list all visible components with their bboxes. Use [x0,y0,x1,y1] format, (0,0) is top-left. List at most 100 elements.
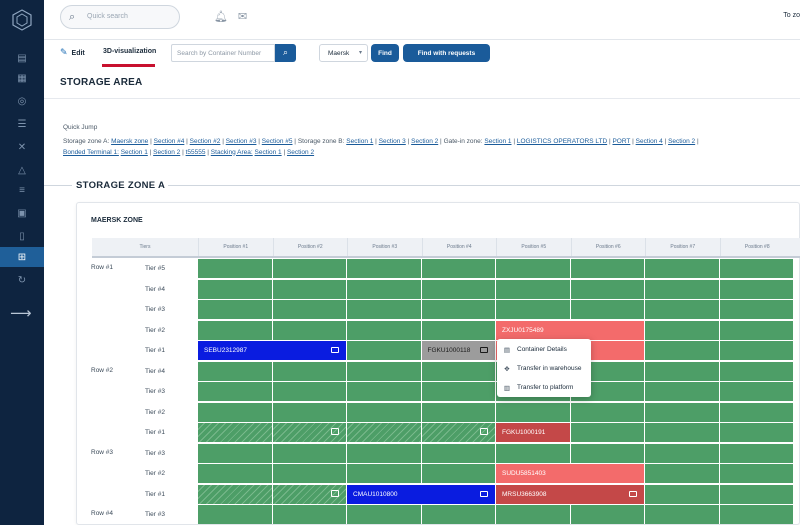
storage-slot[interactable] [719,382,794,401]
quick-jump-link[interactable]: Section #3 [225,138,257,145]
container-search-input[interactable]: Search by Container Number [171,44,275,62]
quick-jump-link[interactable]: PORT [612,138,631,145]
storage-slot[interactable] [272,464,347,483]
tab-edit[interactable]: ✎ Edit [60,48,85,58]
storage-slot[interactable] [719,423,794,442]
storage-slot[interactable] [570,423,645,442]
storage-slot[interactable] [421,279,496,299]
list-icon[interactable]: ☰ [17,118,27,130]
storage-slot[interactable] [645,443,720,463]
warning-icon[interactable]: △ [18,164,26,176]
storage-slot[interactable] [496,443,571,463]
storage-slot[interactable] [272,259,347,278]
grid-view-icon[interactable]: ⊞ [0,247,44,267]
storage-slot[interactable] [719,259,794,278]
storage-slot[interactable] [496,259,571,278]
storage-slot[interactable] [645,341,720,360]
storage-slot[interactable] [645,464,720,483]
storage-slot[interactable] [272,423,347,442]
menu-icon[interactable]: ≡ [19,184,25,196]
find-button[interactable]: Find [371,44,399,62]
storage-slot[interactable] [645,300,720,319]
storage-slot[interactable] [347,402,422,422]
refresh-icon[interactable]: ↻ [17,274,27,286]
storage-slot[interactable] [347,259,422,278]
container-search-button[interactable]: ⌕ [275,44,296,62]
storage-slot[interactable] [198,279,273,299]
storage-slot[interactable] [645,259,720,278]
quick-jump-link[interactable]: Section 2 [153,148,181,156]
storage-slot[interactable] [570,443,645,463]
storage-slot[interactable] [272,382,347,401]
dashboard-icon[interactable]: ▤ [17,52,27,64]
storage-slot[interactable] [421,423,496,442]
storage-slot[interactable] [421,505,496,524]
quick-jump-link[interactable]: LOGISTICS OPERATORS LTD [516,138,608,145]
storage-slot[interactable] [421,464,496,483]
storage-slot[interactable] [198,423,273,442]
container-slot[interactable]: FGKU1000191 [496,423,571,442]
user-menu-label[interactable]: To zo [783,12,800,19]
storage-slot[interactable] [272,279,347,299]
quick-jump-link[interactable]: Section #5 [261,138,293,145]
quick-jump-link[interactable]: Section 2 [286,148,315,156]
quick-jump-link[interactable]: t55555 [185,148,206,156]
storage-slot[interactable] [272,320,347,340]
storage-slot[interactable] [272,484,347,504]
storage-slot[interactable] [719,361,794,381]
tools-icon[interactable]: ✕ [17,141,27,153]
quick-jump-link[interactable]: Section 1 [484,138,512,145]
storage-slot[interactable] [347,443,422,463]
bell-icon[interactable]: 🔔︎ [214,10,228,23]
quick-jump-link[interactable]: Section 4 [635,138,663,145]
storage-slot[interactable] [272,361,347,381]
storage-slot[interactable] [645,505,720,524]
clipboard-icon[interactable]: ▯ [19,230,25,242]
storage-slot[interactable] [570,402,645,422]
storage-slot[interactable] [421,402,496,422]
container-slot[interactable]: FGKU1000118 [421,341,496,360]
storage-slot[interactable] [198,443,273,463]
storage-slot[interactable] [347,279,422,299]
tab-3d-visualization[interactable]: 3D-visualization [103,48,157,55]
storage-slot[interactable] [198,464,273,483]
storage-slot[interactable] [421,361,496,381]
storage-slot[interactable] [719,320,794,340]
expand-arrow-icon[interactable]: ⟶ [10,304,32,322]
truck-icon[interactable]: ▣ [17,207,27,219]
storage-slot[interactable] [645,382,720,401]
storage-slot[interactable] [645,279,720,299]
storage-slot[interactable] [719,279,794,299]
quick-jump-link[interactable]: Maersk zone [111,138,149,145]
quick-jump-link[interactable]: Section 1 [254,148,282,156]
quick-jump-link[interactable]: Section 2 [668,138,696,145]
storage-slot[interactable] [719,300,794,319]
quick-jump-link[interactable]: Section 2 [411,138,439,145]
storage-slot[interactable] [272,300,347,319]
storage-slot[interactable] [347,505,422,524]
storage-slot[interactable] [570,279,645,299]
storage-slot[interactable] [421,320,496,340]
storage-slot[interactable] [347,361,422,381]
check-circle-icon[interactable]: ◎ [17,95,27,107]
context-menu-transfer-warehouse[interactable]: ✥ Transfer in warehouse [497,359,591,378]
storage-slot[interactable] [421,443,496,463]
storage-slot[interactable] [496,300,571,319]
storage-slot[interactable] [719,443,794,463]
storage-slot[interactable] [272,505,347,524]
container-slot[interactable]: MRSU3663908 [496,484,645,504]
storage-slot[interactable] [645,402,720,422]
container-slot[interactable]: SEBU2312987 [198,341,347,360]
quick-jump-link[interactable]: Section 1 [346,138,374,145]
storage-slot[interactable] [570,259,645,278]
storage-slot[interactable] [347,423,422,442]
storage-slot[interactable] [570,300,645,319]
app-logo-icon[interactable] [11,9,33,31]
container-slot[interactable]: ZXJU0175489 [496,320,645,340]
storage-slot[interactable] [272,402,347,422]
quick-jump-link[interactable]: Section #4 [153,138,185,145]
context-menu-transfer-platform[interactable]: ▥ Transfer to platform [497,378,591,397]
storage-slot[interactable] [421,382,496,401]
storage-slot[interactable] [272,443,347,463]
storage-slot[interactable] [198,484,273,504]
